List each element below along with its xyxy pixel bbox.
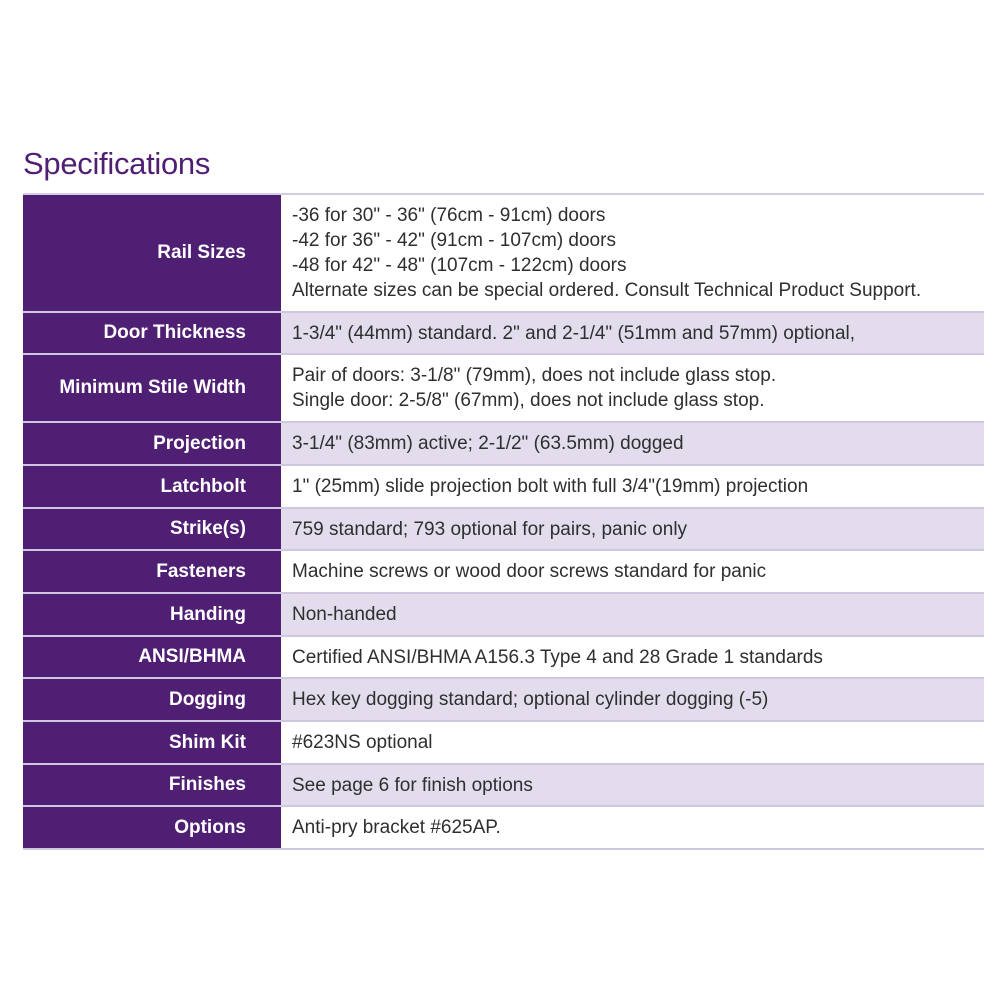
- value-line: Machine screws or wood door screws stand…: [292, 561, 767, 582]
- row-value: See page 6 for finish options: [281, 765, 984, 805]
- value-line: 1-3/4" (44mm) standard. 2" and 2-1/4" (5…: [292, 322, 856, 344]
- value-line: 3-1/4" (83mm) active; 2-1/2" (63.5mm) do…: [292, 433, 684, 454]
- table-row: Latchbolt 1" (25mm) slide projection bolt…: [23, 466, 984, 509]
- value-line: 759 standard; 793 optional for pairs, pa…: [292, 518, 688, 540]
- row-label: Strike(s): [23, 509, 281, 549]
- row-label: Fasteners: [23, 551, 281, 592]
- row-label: Shim Kit: [23, 722, 281, 763]
- row-label: Latchbolt: [23, 466, 281, 507]
- row-value: 1" (25mm) slide projection bolt with ful…: [281, 466, 984, 507]
- row-value: Machine screws or wood door screws stand…: [281, 551, 984, 592]
- table-row: Projection 3-1/4" (83mm) active; 2-1/2" (…: [23, 423, 984, 466]
- value-line: See page 6 for finish options: [292, 774, 533, 796]
- row-value: 1-3/4" (44mm) standard. 2" and 2-1/4" (5…: [281, 313, 984, 353]
- value-line: #623NS optional: [292, 732, 433, 753]
- row-label: Handing: [23, 594, 281, 635]
- table-row: Handing Non-handed: [23, 594, 984, 637]
- table-row: Strike(s) 759 standard; 793 optional for …: [23, 509, 984, 551]
- row-value: Anti-pry bracket #625AP.: [281, 807, 984, 848]
- value-line: -48 for 42" - 48" (107cm - 122cm) doors: [292, 255, 627, 276]
- value-line: Alternate sizes can be special ordered. …: [292, 280, 922, 301]
- value-line: Anti-pry bracket #625AP.: [292, 817, 501, 838]
- table-row: Shim Kit #623NS optional: [23, 722, 984, 765]
- row-label: Options: [23, 807, 281, 848]
- row-value: 759 standard; 793 optional for pairs, pa…: [281, 509, 984, 549]
- row-label: Dogging: [23, 679, 281, 720]
- table-row: Options Anti-pry bracket #625AP.: [23, 807, 984, 850]
- table-row: Dogging Hex key dogging standard; optiona…: [23, 679, 984, 722]
- row-label: ANSI/BHMA: [23, 637, 281, 677]
- row-value: Hex key dogging standard; optional cylin…: [281, 679, 984, 720]
- table-row: Door Thickness 1-3/4" (44mm) standard. 2"…: [23, 313, 984, 355]
- page-title: Specifications: [23, 146, 211, 181]
- value-line: Certified ANSI/BHMA A156.3 Type 4 and 28…: [292, 646, 823, 668]
- value-line: -36 for 30" - 36" (76cm - 91cm) doors: [292, 205, 606, 226]
- value-line: Non-handed: [292, 604, 397, 625]
- value-line: 1" (25mm) slide projection bolt with ful…: [292, 476, 809, 497]
- row-value: Certified ANSI/BHMA A156.3 Type 4 and 28…: [281, 637, 984, 677]
- row-label: Door Thickness: [23, 313, 281, 353]
- value-line: Hex key dogging standard; optional cylin…: [292, 689, 769, 710]
- table-row: Rail Sizes -36 for 30" - 36" (76cm - 91cm…: [23, 195, 984, 313]
- row-value: #623NS optional: [281, 722, 984, 763]
- row-label: Minimum Stile Width: [23, 355, 281, 421]
- row-value: Non-handed: [281, 594, 984, 635]
- value-line: Single door: 2-5/8" (67mm), does not inc…: [292, 390, 765, 411]
- row-label: Rail Sizes: [23, 195, 281, 311]
- value-line: Pair of doors: 3-1/8" (79mm), does not i…: [292, 365, 777, 386]
- table-row: Fasteners Machine screws or wood door scr…: [23, 551, 984, 594]
- row-label: Finishes: [23, 765, 281, 805]
- row-value: -36 for 30" - 36" (76cm - 91cm) doors -42…: [281, 195, 984, 311]
- table-row: Minimum Stile Width Pair of doors: 3-1/8"…: [23, 355, 984, 423]
- specifications-table: Rail Sizes -36 for 30" - 36" (76cm - 91cm…: [23, 193, 984, 850]
- value-line: -42 for 36" - 42" (91cm - 107cm) doors: [292, 230, 616, 251]
- row-label: Projection: [23, 423, 281, 464]
- row-value: 3-1/4" (83mm) active; 2-1/2" (63.5mm) do…: [281, 423, 984, 464]
- table-row: ANSI/BHMA Certified ANSI/BHMA A156.3 Type…: [23, 637, 984, 679]
- table-row: Finishes See page 6 for finish options: [23, 765, 984, 807]
- row-value: Pair of doors: 3-1/8" (79mm), does not i…: [281, 355, 984, 421]
